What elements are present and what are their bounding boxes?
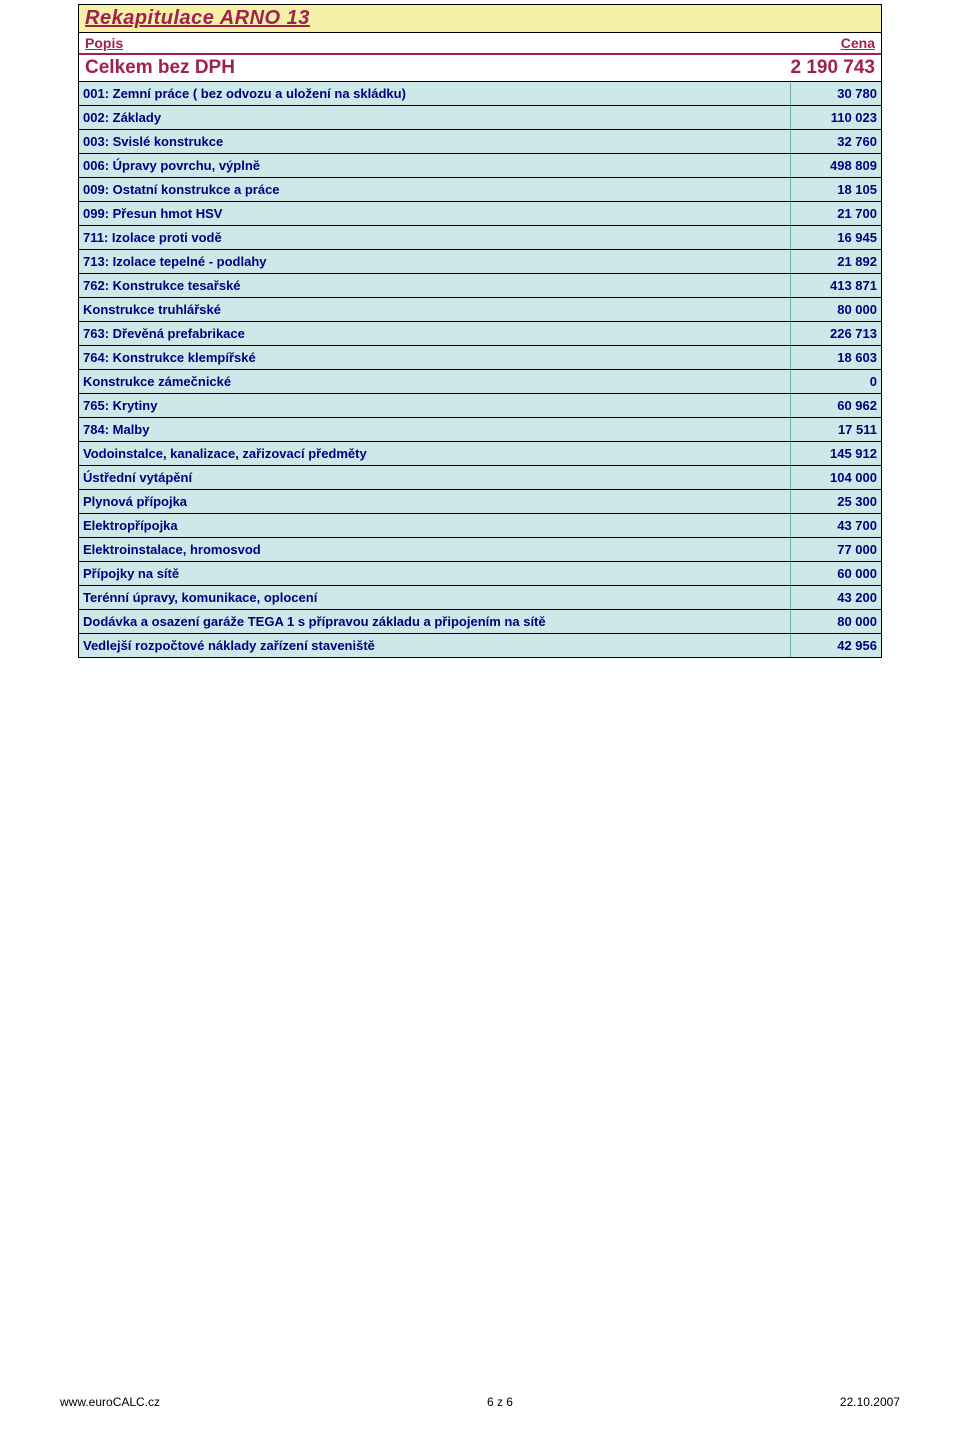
row-popis: 006: Úpravy povrchu, výplně — [79, 154, 791, 177]
page: Rekapitulace ARNO 13 Popis Cena Celkem b… — [0, 4, 960, 658]
row-popis: Plynová přípojka — [79, 490, 791, 513]
header-cena: Cena — [761, 33, 881, 53]
total-value: 2 190 743 — [741, 55, 881, 81]
row-cena: 21 700 — [791, 202, 881, 225]
row-popis: 003: Svislé konstrukce — [79, 130, 791, 153]
table-row: 764: Konstrukce klempířské18 603 — [79, 346, 881, 370]
row-cena: 43 700 — [791, 514, 881, 537]
total-row: Celkem bez DPH 2 190 743 — [79, 55, 881, 82]
table-row: 099: Přesun hmot HSV21 700 — [79, 202, 881, 226]
table-row: 001: Zemní práce ( bez odvozu a uložení … — [79, 82, 881, 106]
row-cena: 21 892 — [791, 250, 881, 273]
footer-right: 22.10.2007 — [840, 1395, 900, 1409]
row-popis: 001: Zemní práce ( bez odvozu a uložení … — [79, 82, 791, 105]
table-row: Plynová přípojka25 300 — [79, 490, 881, 514]
footer-left: www.euroCALC.cz — [60, 1395, 160, 1409]
row-popis: 713: Izolace tepelné - podlahy — [79, 250, 791, 273]
table-row: Konstrukce zámečnické0 — [79, 370, 881, 394]
row-cena: 80 000 — [791, 610, 881, 633]
row-popis: 711: Izolace proti vodě — [79, 226, 791, 249]
row-cena: 226 713 — [791, 322, 881, 345]
total-label: Celkem bez DPH — [79, 55, 741, 81]
row-cena: 80 000 — [791, 298, 881, 321]
row-popis: 009: Ostatní konstrukce a práce — [79, 178, 791, 201]
table-row: Vedlejší rozpočtové náklady zařízení sta… — [79, 634, 881, 657]
row-popis: 784: Malby — [79, 418, 791, 441]
row-cena: 413 871 — [791, 274, 881, 297]
footer-center: 6 z 6 — [487, 1395, 513, 1409]
table-row: Přípojky na sítě60 000 — [79, 562, 881, 586]
row-popis: 762: Konstrukce tesařské — [79, 274, 791, 297]
row-popis: 002: Základy — [79, 106, 791, 129]
row-popis: 765: Krytiny — [79, 394, 791, 417]
table-row: 784: Malby17 511 — [79, 418, 881, 442]
row-cena: 43 200 — [791, 586, 881, 609]
table-row: Vodoinstalce, kanalizace, zařizovací pře… — [79, 442, 881, 466]
row-cena: 30 780 — [791, 82, 881, 105]
page-title: Rekapitulace ARNO 13 — [85, 7, 875, 30]
row-popis: Dodávka a osazení garáže TEGA 1 s přípra… — [79, 610, 791, 633]
row-popis: Elektroinstalace, hromosvod — [79, 538, 791, 561]
row-cena: 77 000 — [791, 538, 881, 561]
row-cena: 104 000 — [791, 466, 881, 489]
table-row: Elektroinstalace, hromosvod77 000 — [79, 538, 881, 562]
table-row: 711: Izolace proti vodě16 945 — [79, 226, 881, 250]
row-popis: Vedlejší rozpočtové náklady zařízení sta… — [79, 634, 791, 657]
recap-table: Popis Cena Celkem bez DPH 2 190 743 001:… — [78, 33, 882, 658]
table-row: Ústřední vytápění104 000 — [79, 466, 881, 490]
row-cena: 145 912 — [791, 442, 881, 465]
header-popis: Popis — [79, 33, 761, 53]
row-cena: 18 105 — [791, 178, 881, 201]
row-popis: Přípojky na sítě — [79, 562, 791, 585]
row-cena: 110 023 — [791, 106, 881, 129]
table-row: 003: Svislé konstrukce32 760 — [79, 130, 881, 154]
table-row: 713: Izolace tepelné - podlahy21 892 — [79, 250, 881, 274]
table-row: 765: Krytiny60 962 — [79, 394, 881, 418]
table-row: Konstrukce truhlářské80 000 — [79, 298, 881, 322]
row-cena: 18 603 — [791, 346, 881, 369]
row-popis: Ústřední vytápění — [79, 466, 791, 489]
page-footer: www.euroCALC.cz 6 z 6 22.10.2007 — [60, 1395, 900, 1409]
table-row: 009: Ostatní konstrukce a práce18 105 — [79, 178, 881, 202]
row-cena: 0 — [791, 370, 881, 393]
table-row: Dodávka a osazení garáže TEGA 1 s přípra… — [79, 610, 881, 634]
table-row: Terénní úpravy, komunikace, oplocení43 2… — [79, 586, 881, 610]
table-row: 763: Dřevěná prefabrikace226 713 — [79, 322, 881, 346]
row-popis: 099: Přesun hmot HSV — [79, 202, 791, 225]
row-popis: Konstrukce zámečnické — [79, 370, 791, 393]
table-row: 006: Úpravy povrchu, výplně498 809 — [79, 154, 881, 178]
table-header: Popis Cena — [79, 33, 881, 55]
table-row: 762: Konstrukce tesařské413 871 — [79, 274, 881, 298]
table-row: Elektropřípojka43 700 — [79, 514, 881, 538]
row-cena: 17 511 — [791, 418, 881, 441]
row-popis: Elektropřípojka — [79, 514, 791, 537]
row-cena: 16 945 — [791, 226, 881, 249]
row-cena: 25 300 — [791, 490, 881, 513]
table-row: 002: Základy110 023 — [79, 106, 881, 130]
row-popis: Terénní úpravy, komunikace, oplocení — [79, 586, 791, 609]
row-popis: 764: Konstrukce klempířské — [79, 346, 791, 369]
title-bar: Rekapitulace ARNO 13 — [78, 4, 882, 33]
row-cena: 32 760 — [791, 130, 881, 153]
row-popis: 763: Dřevěná prefabrikace — [79, 322, 791, 345]
row-popis: Vodoinstalce, kanalizace, zařizovací pře… — [79, 442, 791, 465]
row-cena: 498 809 — [791, 154, 881, 177]
row-cena: 60 000 — [791, 562, 881, 585]
row-popis: Konstrukce truhlářské — [79, 298, 791, 321]
row-cena: 42 956 — [791, 634, 881, 657]
rows-container: 001: Zemní práce ( bez odvozu a uložení … — [79, 82, 881, 657]
row-cena: 60 962 — [791, 394, 881, 417]
